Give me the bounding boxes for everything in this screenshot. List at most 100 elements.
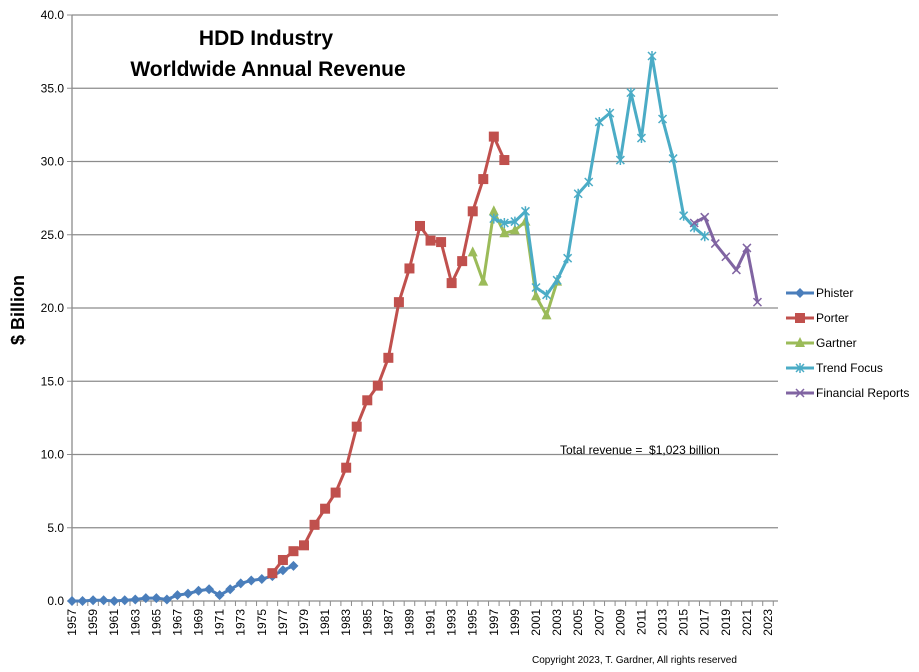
x-marker: [795, 388, 805, 398]
series-phister: [67, 560, 299, 606]
legend-label: Trend Focus: [816, 361, 883, 375]
x-tick-label: 2007: [592, 609, 606, 636]
square-marker: [277, 554, 288, 565]
legend-label: Financial Reports: [816, 386, 909, 400]
x-tick-label: 1969: [192, 609, 206, 636]
diamond-marker: [172, 590, 183, 601]
triangle-marker: [467, 246, 478, 257]
x-tick-label: 2005: [571, 609, 585, 636]
series-line-financial-reports: [693, 215, 759, 303]
gridlines: [71, 14, 778, 602]
diamond-marker: [130, 594, 141, 605]
x-tick-label: 1993: [445, 609, 459, 636]
x-marker: [731, 265, 741, 275]
square-marker: [436, 237, 447, 248]
star-marker: [542, 289, 552, 300]
y-tick-label: 5.0: [47, 521, 64, 535]
square-marker: [351, 421, 362, 432]
series-trend-focus: [489, 51, 710, 300]
star-marker: [531, 282, 541, 293]
series-line-phister: [72, 564, 295, 603]
x-tick-label: 1975: [255, 609, 269, 636]
chart-title-line-2: Worldwide Annual Revenue: [130, 58, 405, 81]
square-marker: [309, 519, 320, 530]
square-marker: [372, 380, 383, 391]
diamond-marker: [140, 593, 151, 604]
star-marker: [489, 213, 499, 224]
diamond-marker: [109, 596, 120, 606]
x-tick-label: 2019: [719, 609, 733, 636]
x-tick-label: 1963: [128, 609, 142, 636]
diamond-marker: [246, 575, 257, 586]
triangle-marker: [509, 224, 520, 235]
x-tick-label: 2001: [529, 609, 543, 636]
x-tick-label: 1959: [86, 609, 100, 636]
square-marker: [330, 487, 341, 498]
series-financial-reports: [689, 212, 762, 307]
square-marker: [267, 568, 278, 579]
square-marker: [383, 352, 394, 363]
star-marker: [552, 275, 562, 286]
triangle-marker: [488, 205, 499, 216]
y-tick-label: 35.0: [41, 81, 65, 95]
diamond-marker: [256, 574, 267, 585]
y-tick-label: 30.0: [41, 155, 65, 169]
y-tick-label: 25.0: [41, 228, 65, 242]
legend-item-gartner: Gartner: [786, 336, 857, 350]
star-marker: [615, 155, 625, 166]
diamond-marker: [98, 595, 109, 606]
x-tick-label: 2023: [761, 609, 775, 636]
star-marker: [499, 218, 509, 229]
x-tick-label: 1983: [339, 609, 353, 636]
x-tick-label: 1985: [360, 609, 374, 636]
x-axis-ticks: 1957 1959 1961 1963 1965 1967 1969 1971 1973 1975…: [65, 601, 775, 636]
x-tick-label: 2017: [698, 609, 712, 636]
diamond-marker: [288, 560, 299, 571]
square-marker: [341, 462, 352, 473]
x-tick-label: 1957: [65, 609, 79, 636]
x-marker: [700, 212, 710, 222]
diamond-marker: [795, 288, 805, 298]
diamond-marker: [225, 584, 236, 595]
x-marker: [689, 218, 699, 228]
copyright-text: Copyright 2023, T. Gardner, All rights r…: [532, 655, 737, 666]
diamond-marker: [277, 565, 288, 576]
star-marker: [658, 114, 668, 125]
x-tick-label: 1999: [508, 609, 522, 636]
star-marker: [795, 363, 805, 373]
x-tick-label: 1981: [318, 609, 332, 636]
x-tick-label: 1965: [149, 609, 163, 636]
x-tick-label: 1987: [381, 609, 395, 636]
series-porter: [267, 131, 510, 579]
triangle-marker: [541, 309, 552, 320]
chart-title-line-1: HDD Industry: [199, 27, 333, 50]
square-marker: [478, 174, 489, 185]
star-marker: [563, 253, 573, 264]
x-tick-label: 2011: [634, 609, 648, 635]
x-tick-label: 1973: [234, 609, 248, 636]
x-marker: [742, 243, 752, 253]
legend-label: Gartner: [816, 336, 857, 350]
diamond-marker: [193, 585, 204, 596]
x-tick-label: 1977: [276, 609, 290, 636]
x-tick-label: 2013: [656, 609, 670, 636]
legend-label: Porter: [816, 311, 849, 325]
square-marker: [488, 131, 499, 142]
series-line-trend-focus: [493, 54, 706, 297]
legend-item-financial-reports: Financial Reports: [786, 386, 909, 400]
x-tick-label: 1991: [424, 609, 438, 636]
x-tick-label: 1979: [297, 609, 311, 636]
diamond-marker: [67, 596, 77, 606]
star-marker: [647, 51, 657, 62]
diamond-marker: [119, 595, 130, 606]
star-marker: [584, 177, 594, 188]
square-marker: [415, 220, 425, 231]
star-marker: [626, 87, 636, 98]
legend-item-phister: Phister: [786, 286, 853, 300]
square-marker: [467, 206, 478, 217]
x-tick-label: 1995: [466, 609, 480, 636]
square-marker: [288, 546, 299, 557]
x-tick-label: 2003: [550, 609, 564, 636]
star-marker: [594, 116, 604, 127]
